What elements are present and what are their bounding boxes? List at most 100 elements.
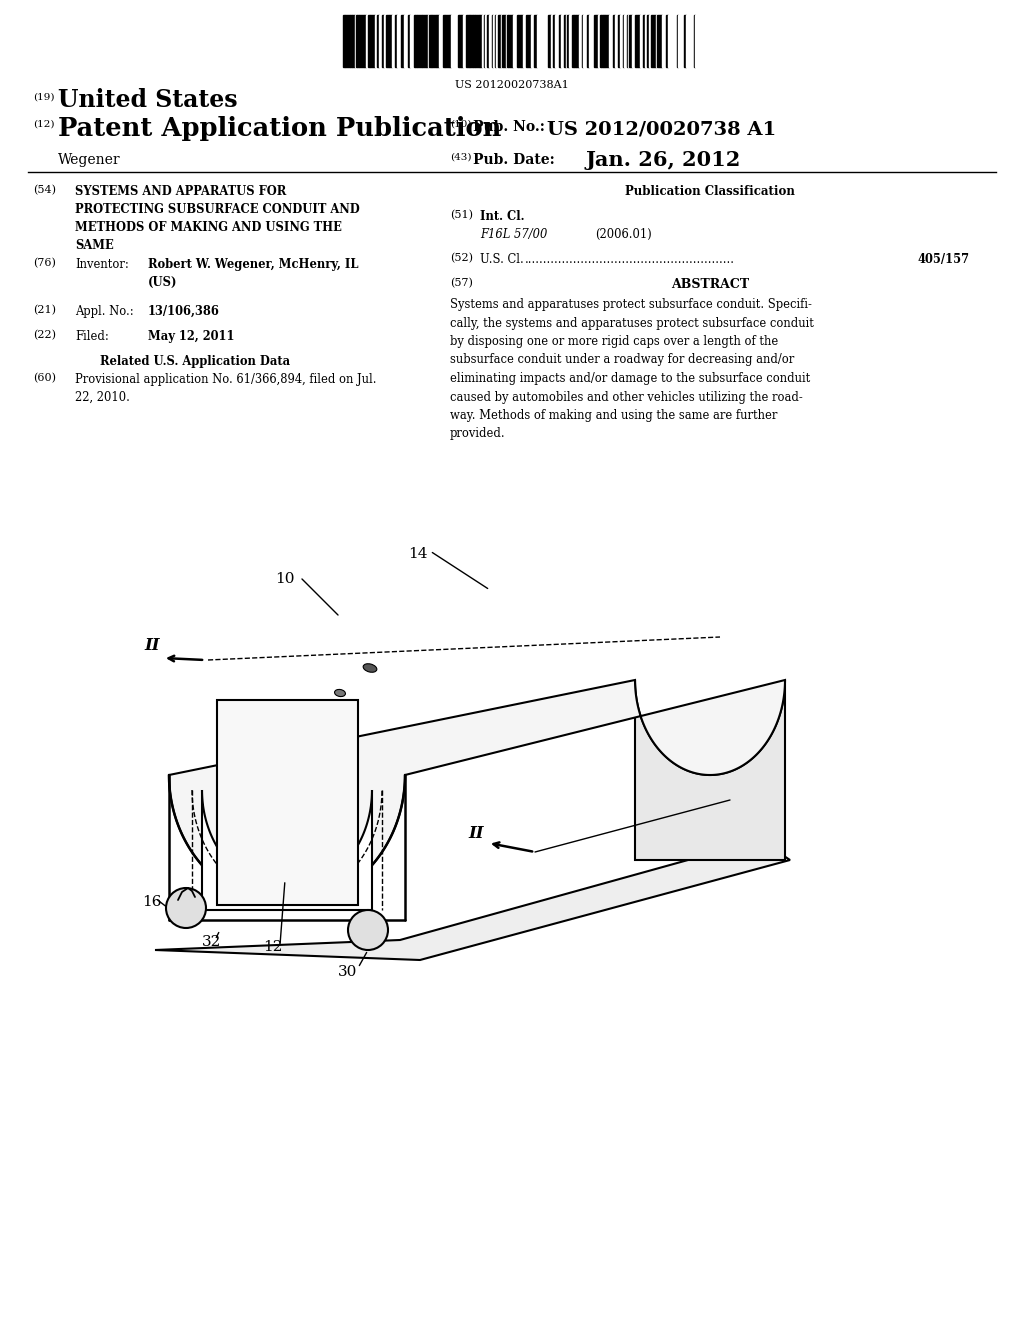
Bar	[341, 15, 343, 67]
Bar	[458, 15, 459, 67]
Bar	[386, 15, 389, 67]
Bar	[638, 15, 640, 67]
Bar	[370, 15, 375, 67]
Bar	[508, 15, 512, 67]
Bar	[428, 15, 429, 67]
Bar	[679, 15, 680, 67]
Bar	[410, 15, 412, 67]
Bar	[594, 15, 596, 67]
Bar	[677, 15, 679, 67]
Bar	[382, 15, 384, 67]
Bar	[512, 15, 513, 67]
Bar	[598, 15, 600, 67]
Bar	[630, 15, 632, 67]
Bar	[461, 15, 463, 67]
Bar	[473, 15, 475, 67]
Bar	[585, 15, 587, 67]
Bar	[686, 15, 687, 67]
Bar	[344, 15, 349, 67]
Text: Wegener: Wegener	[58, 153, 121, 168]
Text: F16L 57/00: F16L 57/00	[480, 228, 548, 242]
Bar	[349, 15, 352, 67]
Bar	[560, 15, 561, 67]
Text: U.S. Cl.: U.S. Cl.	[480, 253, 523, 267]
Text: Jan. 26, 2012: Jan. 26, 2012	[585, 150, 740, 170]
Bar	[589, 15, 591, 67]
Bar	[571, 15, 574, 67]
Bar	[478, 15, 480, 67]
Bar	[493, 15, 496, 67]
Bar	[563, 15, 565, 67]
Bar	[632, 15, 635, 67]
Bar	[406, 15, 408, 67]
Bar	[449, 15, 450, 67]
Bar	[507, 15, 508, 67]
Bar	[680, 15, 681, 67]
Text: 12: 12	[263, 940, 283, 954]
Bar	[671, 15, 672, 67]
Bar	[617, 15, 621, 67]
Bar	[551, 15, 553, 67]
Bar	[587, 15, 589, 67]
Bar	[368, 15, 370, 67]
Bar	[480, 15, 481, 67]
Text: Publication Classification: Publication Classification	[625, 185, 795, 198]
Text: 10: 10	[275, 572, 295, 586]
Bar	[516, 15, 518, 67]
Bar	[559, 15, 560, 67]
Bar	[522, 15, 526, 67]
Text: (76): (76)	[33, 257, 56, 268]
Text: May 12, 2011: May 12, 2011	[148, 330, 234, 343]
Bar	[550, 15, 551, 67]
Bar	[578, 15, 579, 67]
Bar	[567, 15, 569, 67]
Bar	[354, 15, 355, 67]
Bar	[605, 15, 608, 67]
Bar	[687, 15, 691, 67]
Text: 32: 32	[202, 935, 221, 949]
Bar	[459, 15, 461, 67]
Bar	[475, 15, 478, 67]
Bar	[384, 15, 386, 67]
Text: II: II	[144, 638, 160, 655]
Bar	[442, 15, 445, 67]
Circle shape	[166, 888, 206, 928]
Bar	[627, 15, 628, 67]
Text: (12): (12)	[33, 120, 54, 129]
Bar	[503, 15, 506, 67]
Bar	[608, 15, 609, 67]
Bar	[515, 15, 516, 67]
Bar	[439, 15, 440, 67]
Bar	[601, 15, 602, 67]
Bar	[668, 15, 671, 67]
Bar	[623, 15, 625, 67]
Polygon shape	[635, 680, 785, 861]
Bar	[691, 15, 693, 67]
Bar	[450, 15, 451, 67]
Ellipse shape	[364, 664, 377, 672]
Text: (43): (43)	[450, 153, 471, 162]
Bar	[429, 15, 431, 67]
Bar	[531, 15, 534, 67]
Polygon shape	[169, 775, 406, 920]
Bar	[621, 15, 623, 67]
Ellipse shape	[335, 689, 345, 697]
Bar	[582, 15, 583, 67]
Bar	[469, 15, 470, 67]
Text: ........................................................: ........................................…	[525, 253, 735, 267]
Polygon shape	[155, 840, 790, 960]
Text: Patent Application Publication: Patent Application Publication	[58, 116, 502, 141]
Bar	[549, 15, 550, 67]
Bar	[484, 15, 486, 67]
Bar	[672, 15, 677, 67]
Bar	[456, 15, 458, 67]
Bar	[415, 15, 418, 67]
Bar	[377, 15, 379, 67]
Text: United States: United States	[58, 88, 238, 112]
Bar	[338, 15, 341, 67]
Bar	[499, 15, 500, 67]
Bar	[463, 15, 466, 67]
Bar	[501, 15, 503, 67]
Bar	[556, 15, 559, 67]
Bar	[217, 700, 358, 906]
